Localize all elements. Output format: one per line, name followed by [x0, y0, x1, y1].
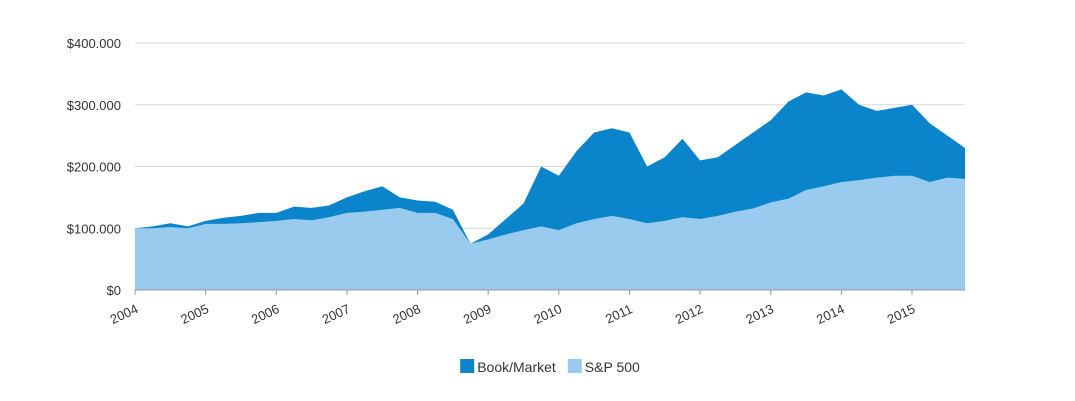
- legend-label: Book/Market: [477, 359, 556, 375]
- y-tick-label: $200.000: [67, 160, 121, 175]
- x-tick-label: 2015: [885, 301, 918, 327]
- x-tick-label: 2007: [320, 301, 353, 327]
- legend-swatch: [460, 359, 475, 373]
- x-tick-label: 2009: [461, 301, 494, 327]
- x-tick-label: 2006: [249, 301, 282, 327]
- x-tick-label: 2008: [390, 301, 423, 327]
- y-tick-label: $100.000: [67, 221, 121, 236]
- x-tick-label: 2012: [673, 301, 706, 327]
- legend: Book/Market S&P 500: [460, 359, 640, 375]
- x-tick-label: 2014: [814, 301, 847, 327]
- x-tick-label: 2004: [108, 301, 141, 327]
- legend-swatch: [567, 359, 582, 373]
- x-tick-label: 2011: [603, 301, 635, 326]
- legend-label: S&P 500: [585, 359, 640, 375]
- x-tick-label: 2013: [743, 301, 776, 327]
- y-tick-label: $0: [107, 283, 121, 298]
- y-tick-label: $400.000: [67, 36, 121, 51]
- x-tick-label: 2005: [178, 301, 211, 327]
- area: [135, 175, 965, 290]
- y-tick-label: $300.000: [67, 98, 121, 113]
- x-tick-label: 2010: [532, 301, 565, 327]
